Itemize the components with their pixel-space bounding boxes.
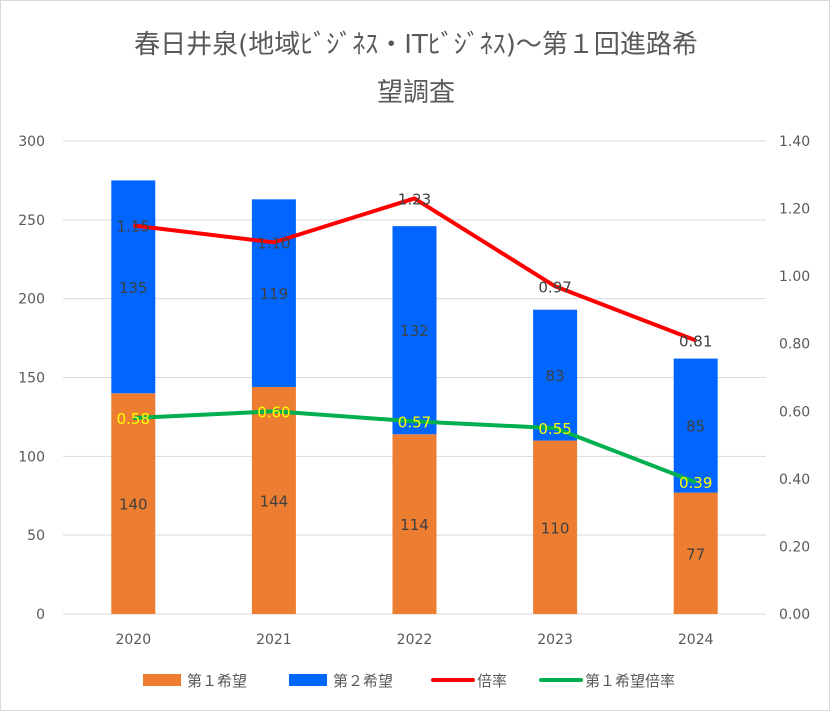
legend-label: 第２希望 [333,672,393,690]
bar [392,434,437,614]
x-tick-label: 2024 [678,632,714,648]
left-tick-label: 0 [36,607,45,623]
series-line [133,196,697,343]
bar-data-label: 140 [119,496,148,514]
right-tick-label: 0.80 [779,337,810,353]
legend-label: 倍率 [477,672,507,690]
right-tick-label: 0.60 [779,404,810,420]
line-data-label: 0.57 [398,413,431,431]
bar-data-label: 135 [119,279,148,297]
line-data-label: 0.39 [679,474,712,492]
bar-data-label: 83 [546,367,565,385]
right-tick-label: 0.40 [779,472,810,488]
chart-title-line1: 春日井泉(地域ﾋﾞｼﾞﾈｽ・ITﾋﾞｼﾞﾈｽ)～第１回進路希 [134,30,698,60]
line-data-label: 0.55 [538,420,571,438]
right-tick-label: 1.00 [779,269,810,285]
line-data-label: 1.10 [257,234,290,252]
line-data-label: 0.58 [117,410,150,428]
bar [533,309,578,441]
bar [111,393,156,614]
right-tick-label: 0.20 [779,539,810,555]
right-tick-label: 1.20 [779,202,810,218]
bar-data-label: 77 [686,545,705,563]
line-data-label: 1.15 [117,217,150,235]
left-tick-label: 100 [18,449,45,465]
line-data-label: 0.60 [257,403,290,421]
line-data-label: 0.81 [679,332,712,350]
legend-label: 第１希望 [187,672,247,690]
legend-swatch [289,674,327,686]
line-data-label: 1.23 [398,190,431,208]
legend-label: 第１希望倍率 [585,672,675,690]
legend-swatch [143,674,181,686]
bar-data-label: 110 [541,519,570,537]
bar-data-label: 85 [686,418,705,436]
x-tick-label: 2023 [537,632,573,648]
series-line [133,409,697,485]
bar-data-label: 144 [260,492,289,510]
bar [251,386,296,614]
right-tick-label: 1.40 [779,134,810,150]
x-tick-label: 2021 [256,632,292,648]
bar [111,180,156,394]
bar-data-label: 114 [400,516,429,534]
bar [392,226,437,435]
left-tick-label: 300 [18,134,45,150]
bar [251,199,296,387]
left-tick-label: 50 [27,528,45,544]
x-tick-label: 2022 [397,632,433,648]
left-tick-label: 200 [18,292,45,308]
bar-data-label: 119 [260,285,289,303]
line-data-label: 0.97 [538,278,571,296]
left-tick-label: 150 [18,371,45,387]
right-tick-label: 0.00 [779,607,810,623]
left-tick-label: 250 [18,213,45,229]
bar-data-label: 132 [400,322,429,340]
bar [533,440,578,614]
bar [673,492,718,614]
x-tick-label: 2020 [115,632,151,648]
chart-title-line2: 望調査 [377,78,455,108]
bar [673,358,718,493]
